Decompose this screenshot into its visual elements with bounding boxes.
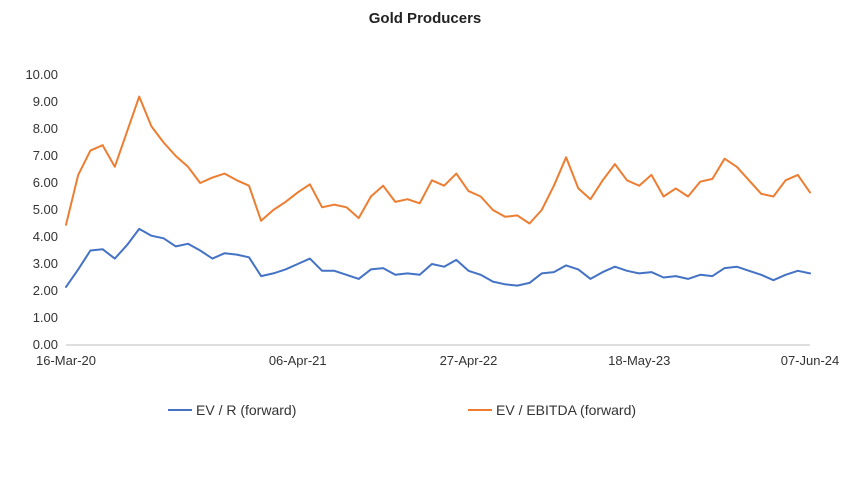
y-tick-label: 6.00 [33,175,58,190]
x-tick-label: 07-Jun-24 [781,353,840,368]
y-tick-label: 0.00 [33,337,58,352]
y-tick-label: 5.00 [33,202,58,217]
legend-label: EV / EBITDA (forward) [496,402,636,418]
x-tick-label: 06-Apr-21 [269,353,327,368]
x-tick-label: 27-Apr-22 [440,353,498,368]
series-line-ev-ebitda [65,95,811,226]
y-tick-label: 10.00 [25,67,58,82]
y-tick-label: 7.00 [33,148,58,163]
x-tick-label: 18-May-23 [608,353,670,368]
y-tick-label: 4.00 [33,229,58,244]
x-tick-label: 16-Mar-20 [36,353,96,368]
y-tick-label: 2.00 [33,283,58,298]
y-tick-label: 8.00 [33,121,58,136]
chart-title: Gold Producers [368,10,482,27]
legend-label: EV / R (forward) [196,402,296,418]
y-tick-label: 3.00 [33,256,58,271]
y-tick-label: 1.00 [33,310,58,325]
y-tick-label: 9.00 [33,94,58,109]
series-line-ev-r [65,227,811,288]
